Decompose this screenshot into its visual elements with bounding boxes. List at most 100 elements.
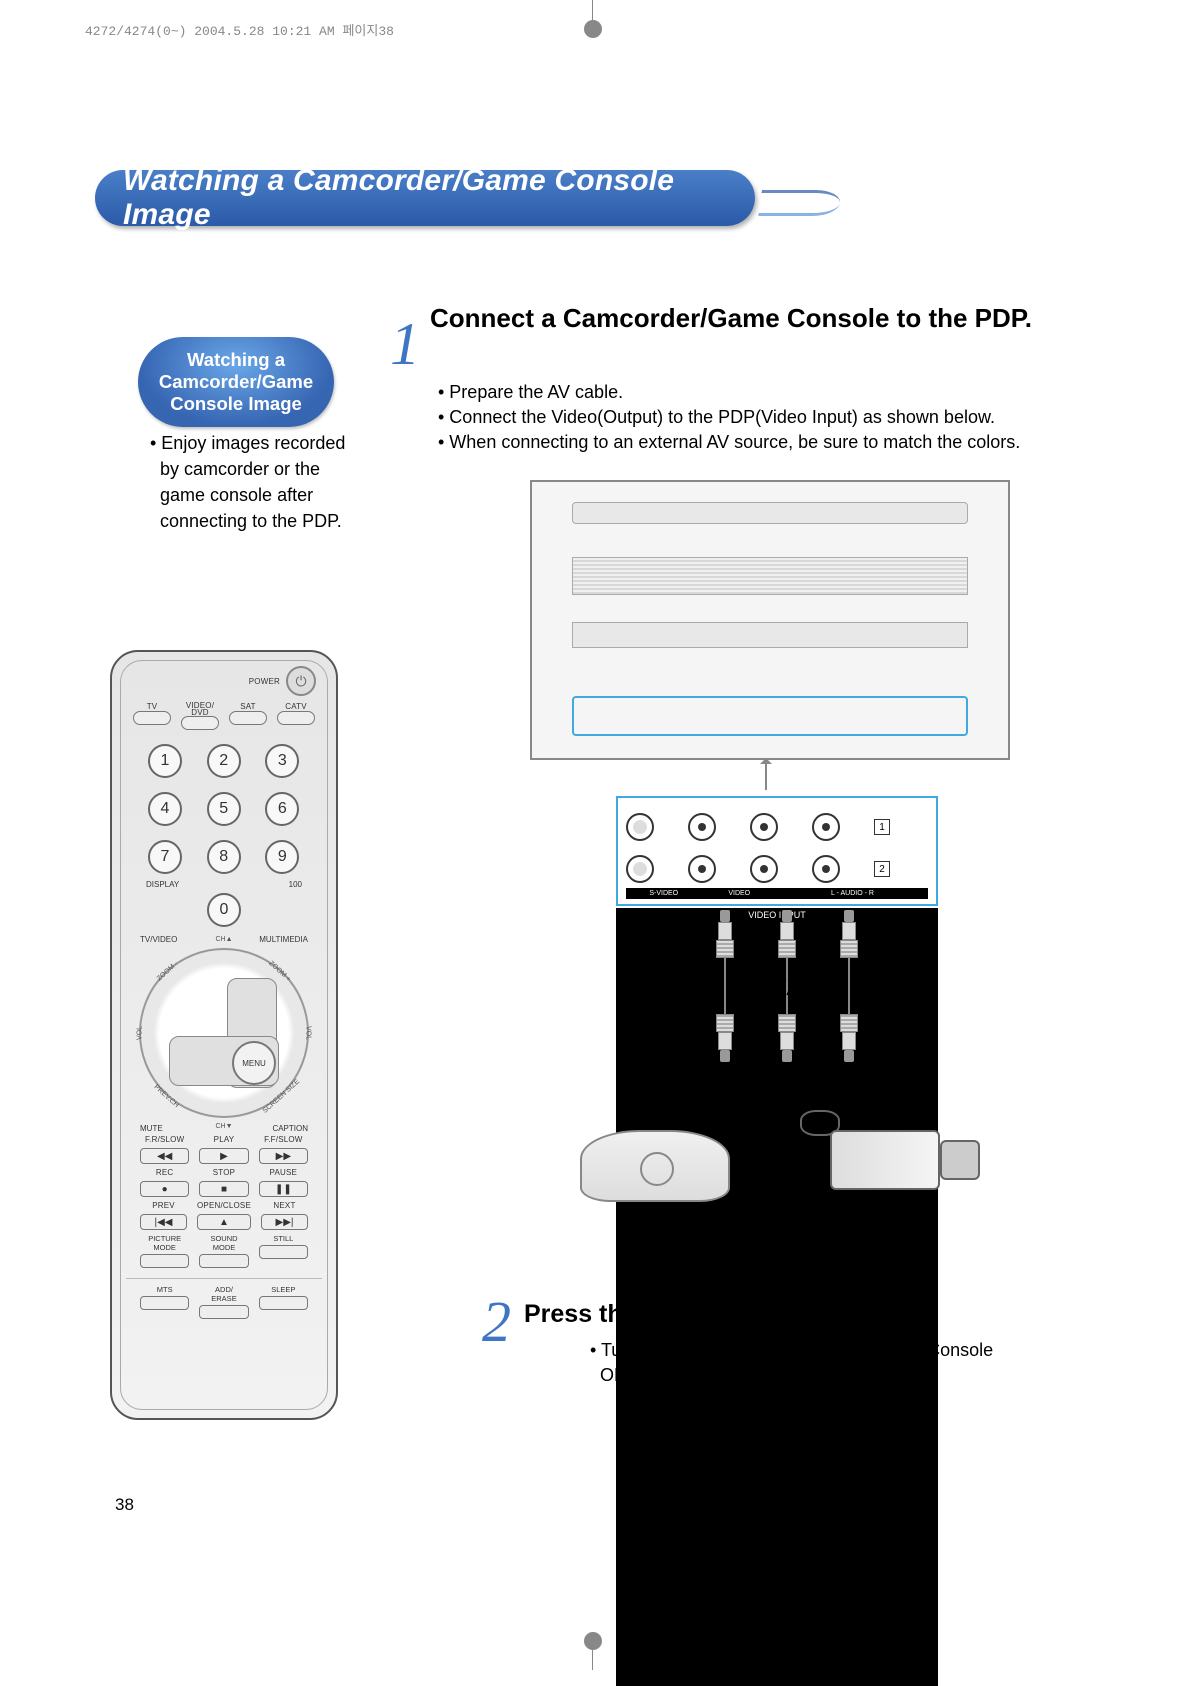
ch-down-label: CH▼: [215, 1123, 232, 1130]
sidebar-pill-line3: Console Image: [170, 393, 302, 415]
step1-bullet-2: • Connect the Video(Output) to the PDP(V…: [438, 405, 1078, 430]
rca-plug-icon: [716, 910, 734, 956]
step2-bullet-1: • Turn the PDP and the Camcorder/Game Co…: [590, 1338, 1030, 1388]
page-number: 38: [115, 1495, 134, 1515]
label-video: VIDEO: [702, 890, 778, 897]
ffslow-label: F.F/SLOW: [259, 1135, 308, 1144]
rca-plug-icon: [840, 1016, 858, 1062]
vol-left-label: VOL: [137, 1026, 144, 1040]
mute-label: MUTE: [140, 1124, 163, 1133]
svideo-jack-icon: [626, 813, 654, 841]
devices-label: Game Console/Camcorder: [664, 1236, 914, 1260]
picture-mode-button: [140, 1254, 189, 1268]
cable-plugs-top: [716, 910, 866, 960]
num-3-button: 3: [265, 744, 299, 778]
play-label: PLAY: [199, 1135, 248, 1144]
crop-mark-bottom: [572, 1630, 612, 1670]
video-audio-label: Video/Audio: [730, 978, 838, 1001]
sleep-label: SLEEP: [271, 1285, 295, 1294]
vol-right-label: VOL: [304, 1026, 311, 1040]
stop-button-icon: ■: [199, 1181, 248, 1197]
source-row: TV VIDEO/ DVD SAT CATV: [128, 702, 320, 730]
svideo-jack-icon: [626, 855, 654, 883]
mts-label: MTS: [157, 1285, 173, 1294]
rca-plug-icon: [716, 1016, 734, 1062]
openclose-label: OPEN/CLOSE: [197, 1201, 251, 1210]
still-button: [259, 1245, 308, 1259]
add-erase-label: ADD/ ERASE: [211, 1285, 236, 1303]
rewind-button-icon: ◀◀: [140, 1148, 189, 1164]
sidebar-description: • Enjoy images recorded by camcorder or …: [150, 430, 350, 534]
mts-button: [140, 1296, 189, 1310]
num-9-button: 9: [265, 840, 299, 874]
title-banner: Watching a Camcorder/Game Console Image: [95, 170, 755, 226]
step1-bullet-1: • Prepare the AV cable.: [438, 380, 1078, 405]
step1-title: Connect a Camcorder/Game Console to the …: [430, 303, 1050, 334]
display-label: DISPLAY: [146, 880, 179, 889]
src-dvd-label: VIDEO/ DVD: [180, 702, 220, 716]
ffwd-button-icon: ▶▶: [259, 1148, 308, 1164]
hundred-label: 100: [289, 880, 302, 889]
frslow-label: F.R/SLOW: [140, 1135, 189, 1144]
picture-mode-label: PICTURE MODE: [148, 1234, 181, 1252]
number-pad: 1 2 3 4 5 6 7 8 9: [126, 740, 322, 878]
num-0-button: 0: [207, 893, 241, 927]
audio-r-jack-icon: [812, 855, 840, 883]
catv-source-button: [277, 711, 315, 725]
next-button-icon: ▶▶|: [261, 1214, 308, 1230]
rca-plug-icon: [778, 910, 796, 956]
rec-button-icon: ●: [140, 1181, 189, 1197]
game-console-icon: [580, 1130, 730, 1202]
still-label: STILL: [273, 1234, 293, 1243]
pause-button-icon: ❚❚: [259, 1181, 308, 1197]
src-catv-label: CATV: [276, 702, 316, 711]
eject-button-icon: ▲: [197, 1214, 251, 1230]
sound-mode-button: [199, 1254, 248, 1268]
rca-plug-icon: [840, 910, 858, 956]
print-header-overlay: 4272/4274(0~) 2004.5.28 10:21 AM 페이지38: [85, 20, 394, 39]
camcorder-icon: [800, 1110, 980, 1210]
next-label: NEXT: [261, 1201, 308, 1210]
cable-plugs-bottom: [716, 1016, 866, 1076]
crop-mark-top: [572, 0, 612, 40]
label-audio: L - AUDIO - R: [777, 890, 928, 897]
play-button-icon: ▶: [199, 1148, 248, 1164]
sidebar-bullet: • Enjoy images recorded by camcorder or …: [150, 430, 350, 534]
audio-l-jack-icon: [750, 855, 778, 883]
step2-bullets: • Turn the PDP and the Camcorder/Game Co…: [590, 1338, 1030, 1388]
av-jack-labels: S-VIDEO VIDEO L - AUDIO - R: [626, 888, 928, 899]
callout-arrow-icon: [765, 760, 767, 790]
av-row-1: 1: [626, 808, 928, 846]
sidebar-pill-line2: Camcorder/Game: [159, 371, 313, 393]
sat-source-button: [229, 711, 267, 725]
src-sat-label: SAT: [228, 702, 268, 711]
video-jack-icon: [688, 813, 716, 841]
pause-label: PAUSE: [259, 1168, 308, 1177]
sidebar-pill: Watching a Camcorder/Game Console Image: [138, 337, 334, 427]
caption-label: CAPTION: [272, 1124, 308, 1133]
tvvideo-label: TV/VIDEO: [140, 935, 177, 944]
rec-label: REC: [140, 1168, 189, 1177]
tv-slot-vents: [572, 557, 968, 595]
power-label: POWER: [249, 677, 280, 686]
sidebar-pill-line1: Watching a: [187, 349, 285, 371]
ch-up-label: CH▲: [215, 936, 232, 943]
num-2-button: 2: [207, 744, 241, 778]
tv-slot-mid: [572, 622, 968, 648]
rca-plug-icon: [778, 1016, 796, 1062]
num-8-button: 8: [207, 840, 241, 874]
prev-label: PREV: [140, 1201, 187, 1210]
title-banner-text: Watching a Camcorder/Game Console Image: [123, 164, 755, 232]
num-5-button: 5: [207, 792, 241, 826]
src-tv-label: TV: [132, 702, 172, 711]
tv-rear-panel-illustration: [530, 480, 1010, 760]
title-banner-tail-decoration: [758, 190, 842, 216]
step1-bullets: • Prepare the AV cable. • Connect the Vi…: [438, 380, 1078, 456]
num-4-button: 4: [148, 792, 182, 826]
multimedia-label: MULTIMEDIA: [259, 935, 308, 944]
step2-number: 2: [482, 1288, 511, 1355]
num-7-button: 7: [148, 840, 182, 874]
stop-label: STOP: [199, 1168, 248, 1177]
remote-control-illustration: POWER TV VIDEO/ DVD SAT CATV 1 2 3 4 5 6…: [110, 650, 338, 1420]
audio-l-jack-icon: [750, 813, 778, 841]
